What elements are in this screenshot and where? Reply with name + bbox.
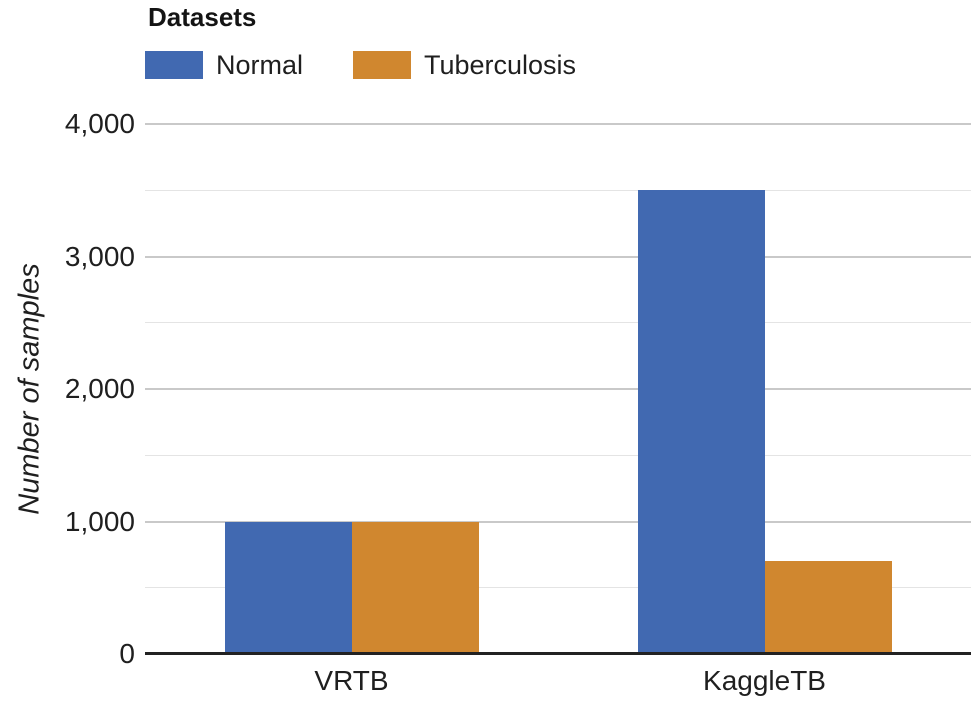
y-tick-label-4000: 4,000 — [64, 108, 135, 139]
bar-vrtb-normal — [224, 521, 352, 654]
y-tick-label-2000: 2,000 — [64, 373, 135, 404]
y-tick-label-1000: 1,000 — [64, 505, 135, 537]
x-category-label-kaggletb: KaggleTB — [703, 665, 826, 696]
major-gridline-1000 — [145, 520, 971, 523]
minor-gridline-2500 — [145, 322, 971, 324]
major-gridline-4000 — [145, 123, 971, 125]
legend-label-normal: Normal — [216, 49, 304, 80]
x-axis-line — [145, 652, 971, 655]
bar-kaggletb-tuberculosis — [764, 561, 892, 654]
y-tick-label-3000: 3,000 — [64, 240, 135, 272]
legend-swatch-tuberculosis — [353, 51, 411, 79]
bar-vrtb-tuberculosis — [351, 521, 479, 654]
major-gridline-2000 — [145, 388, 971, 390]
legend-title: Datasets — [148, 2, 257, 32]
minor-gridline-1500 — [145, 454, 971, 456]
legend-swatch-normal — [145, 51, 203, 79]
legend-item-normal: Normal — [145, 50, 303, 80]
y-tick-label-0: 0 — [119, 638, 135, 669]
plot-area — [145, 123, 971, 655]
minor-gridline-500 — [145, 587, 971, 589]
legend-label-tuberculosis: Tuberculosis — [424, 49, 577, 80]
minor-gridline-3500 — [145, 189, 971, 191]
x-category-label-vrtb: VRTB — [314, 665, 389, 696]
legend-item-tuberculosis: Tuberculosis — [353, 50, 576, 80]
major-gridline-3000 — [145, 255, 971, 258]
bar-kaggletb-normal — [637, 190, 765, 654]
